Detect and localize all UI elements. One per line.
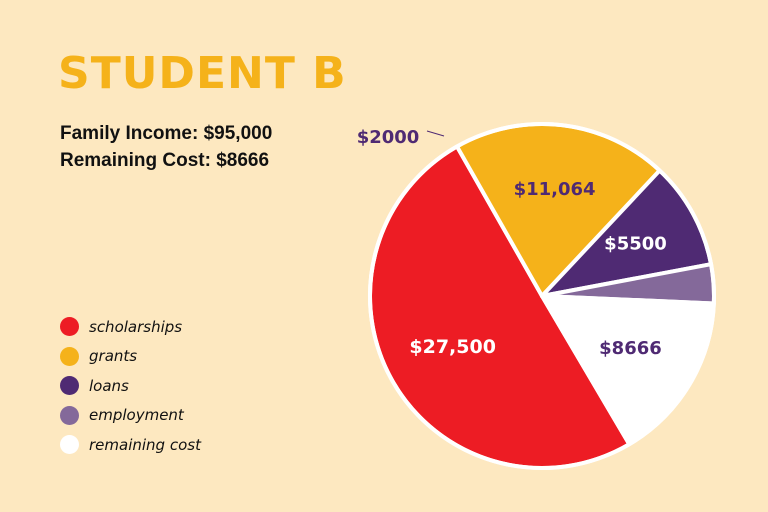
legend-swatch: [60, 346, 79, 366]
legend-item: grants: [60, 342, 201, 372]
family-income-text: Family Income: $95,000: [60, 123, 273, 144]
legend-label: grants: [89, 347, 138, 366]
slice-label: $5500: [604, 234, 667, 255]
legend-swatch: [60, 317, 79, 337]
legend-swatch: [60, 376, 79, 396]
slice-label: $2000: [357, 127, 420, 148]
legend-item: remaining cost: [60, 430, 201, 460]
legend-label: loans: [89, 376, 129, 395]
legend-label: employment: [89, 406, 184, 425]
page-title: STUDENT B: [58, 48, 347, 99]
legend-item: employment: [60, 401, 201, 431]
legend-item: loans: [60, 371, 201, 401]
slice-label: $27,500: [409, 336, 496, 358]
legend-swatch: [60, 435, 79, 455]
legend-label: remaining cost: [89, 435, 201, 454]
summary-info: Family Income: $95,000 Remaining Cost: $…: [60, 120, 272, 174]
slice-label: $8666: [599, 338, 662, 359]
legend-swatch: [60, 405, 79, 425]
legend-item: scholarships: [60, 312, 201, 342]
pie-outline: [368, 122, 716, 470]
slice-label: $11,064: [514, 179, 596, 200]
legend-label: scholarships: [89, 317, 183, 336]
chart-legend: scholarships grants loans employment remaini…: [60, 312, 201, 460]
remaining-cost-text: Remaining Cost: $8666: [60, 150, 270, 171]
leader-line: [426, 130, 445, 137]
